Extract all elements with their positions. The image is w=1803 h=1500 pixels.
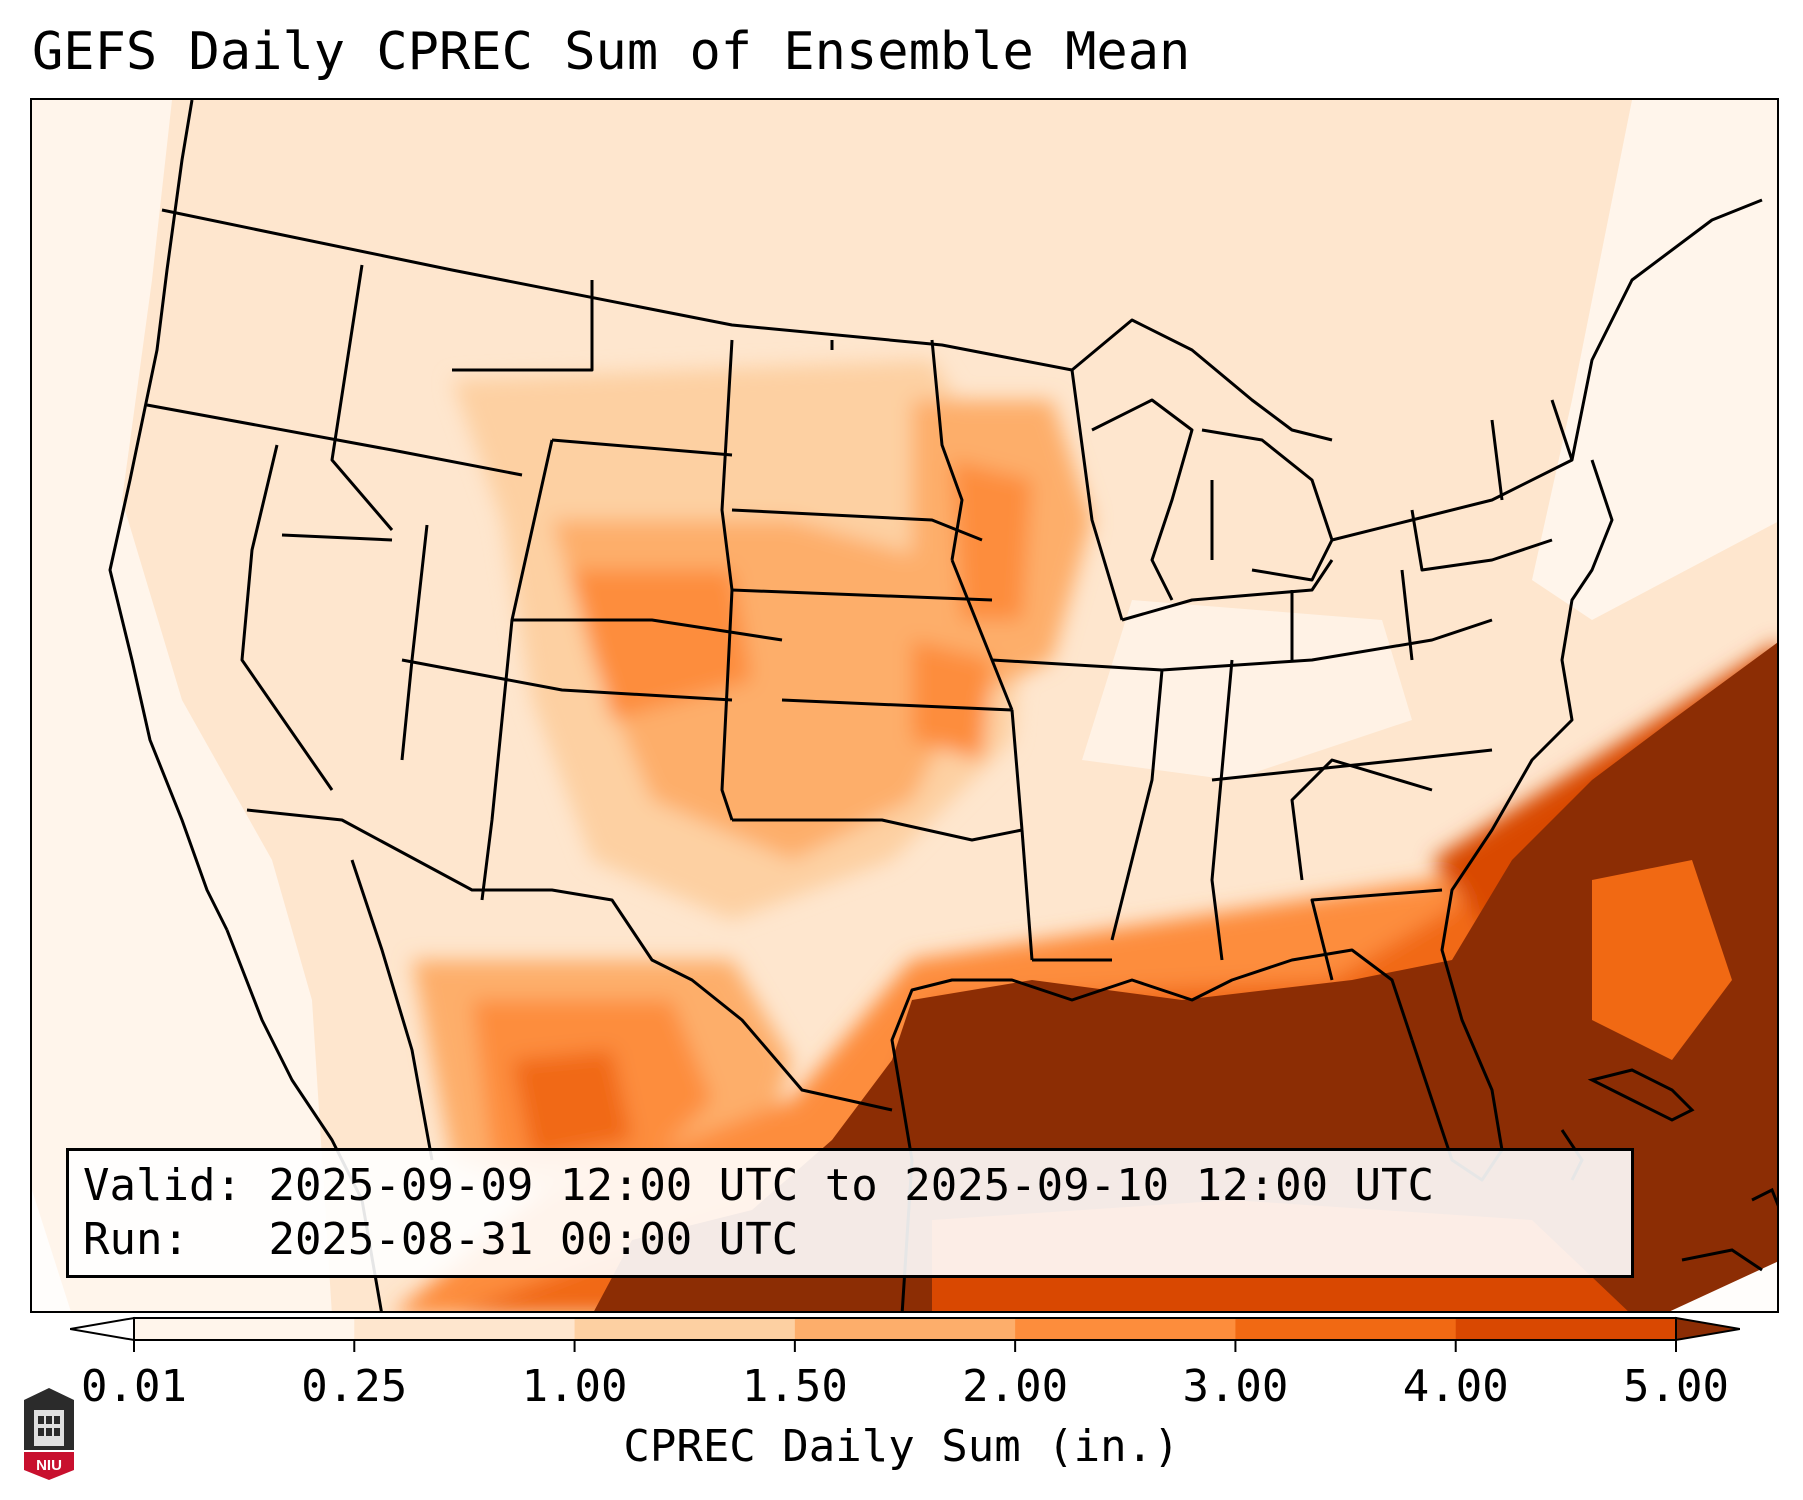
precip-relative-min [1592,860,1732,1060]
colorbar-segment [1235,1318,1457,1340]
colorbar-tick-label: 4.00 [1402,1361,1509,1412]
colorbar-extend-high [1675,1316,1740,1342]
colorbar-tick-label: 0.01 [81,1361,187,1412]
colorbar-label: CPREC Daily Sum (in.) [623,1421,1180,1472]
precip-low-east [1532,100,1777,620]
colorbar-ticks [133,1340,1677,1352]
precip-low-se [1082,600,1412,780]
colorbar-segment [134,1318,355,1340]
colorbar-tick-label: 1.00 [521,1361,628,1412]
colorbar-tick-label: 3.00 [1182,1361,1289,1412]
colorbar-segment [1015,1318,1236,1340]
map-title: GEFS Daily CPREC Sum of Ensemble Mean [32,22,1191,82]
valid-value: 2025-09-09 12:00 UTC to 2025-09-10 12:00… [268,1160,1435,1211]
precipitation-map [30,98,1779,1313]
valid-label: Valid: [83,1160,242,1211]
valid-run-box: Valid: 2025-09-09 12:00 UTC to 2025-09-1… [66,1148,1634,1278]
colorbar-tick-label: 5.00 [1623,1361,1729,1412]
colorbar-extend-low [70,1316,135,1342]
niu-logo: NIU [24,1388,74,1480]
boundaries [108,100,1763,1311]
colorbar-segment [354,1318,576,1340]
colorbar-tick-label: 0.25 [301,1361,408,1412]
colorbar-segment [574,1318,796,1340]
colorbar-segment [1455,1318,1677,1340]
colorbar-tick-label: 2.00 [962,1361,1069,1412]
run-value: 2025-08-31 00:00 UTC [268,1214,799,1265]
colorbar-tick-label: 1.50 [741,1361,848,1412]
svg-text:NIU: NIU [36,1457,62,1474]
colorbar-segment [794,1318,1016,1340]
precip-heavy [594,642,1777,1311]
run-label: Run: [83,1214,189,1265]
map-canvas [32,100,1777,1311]
colorbar-segments [70,1316,1740,1342]
colorbar [70,1316,1740,1352]
